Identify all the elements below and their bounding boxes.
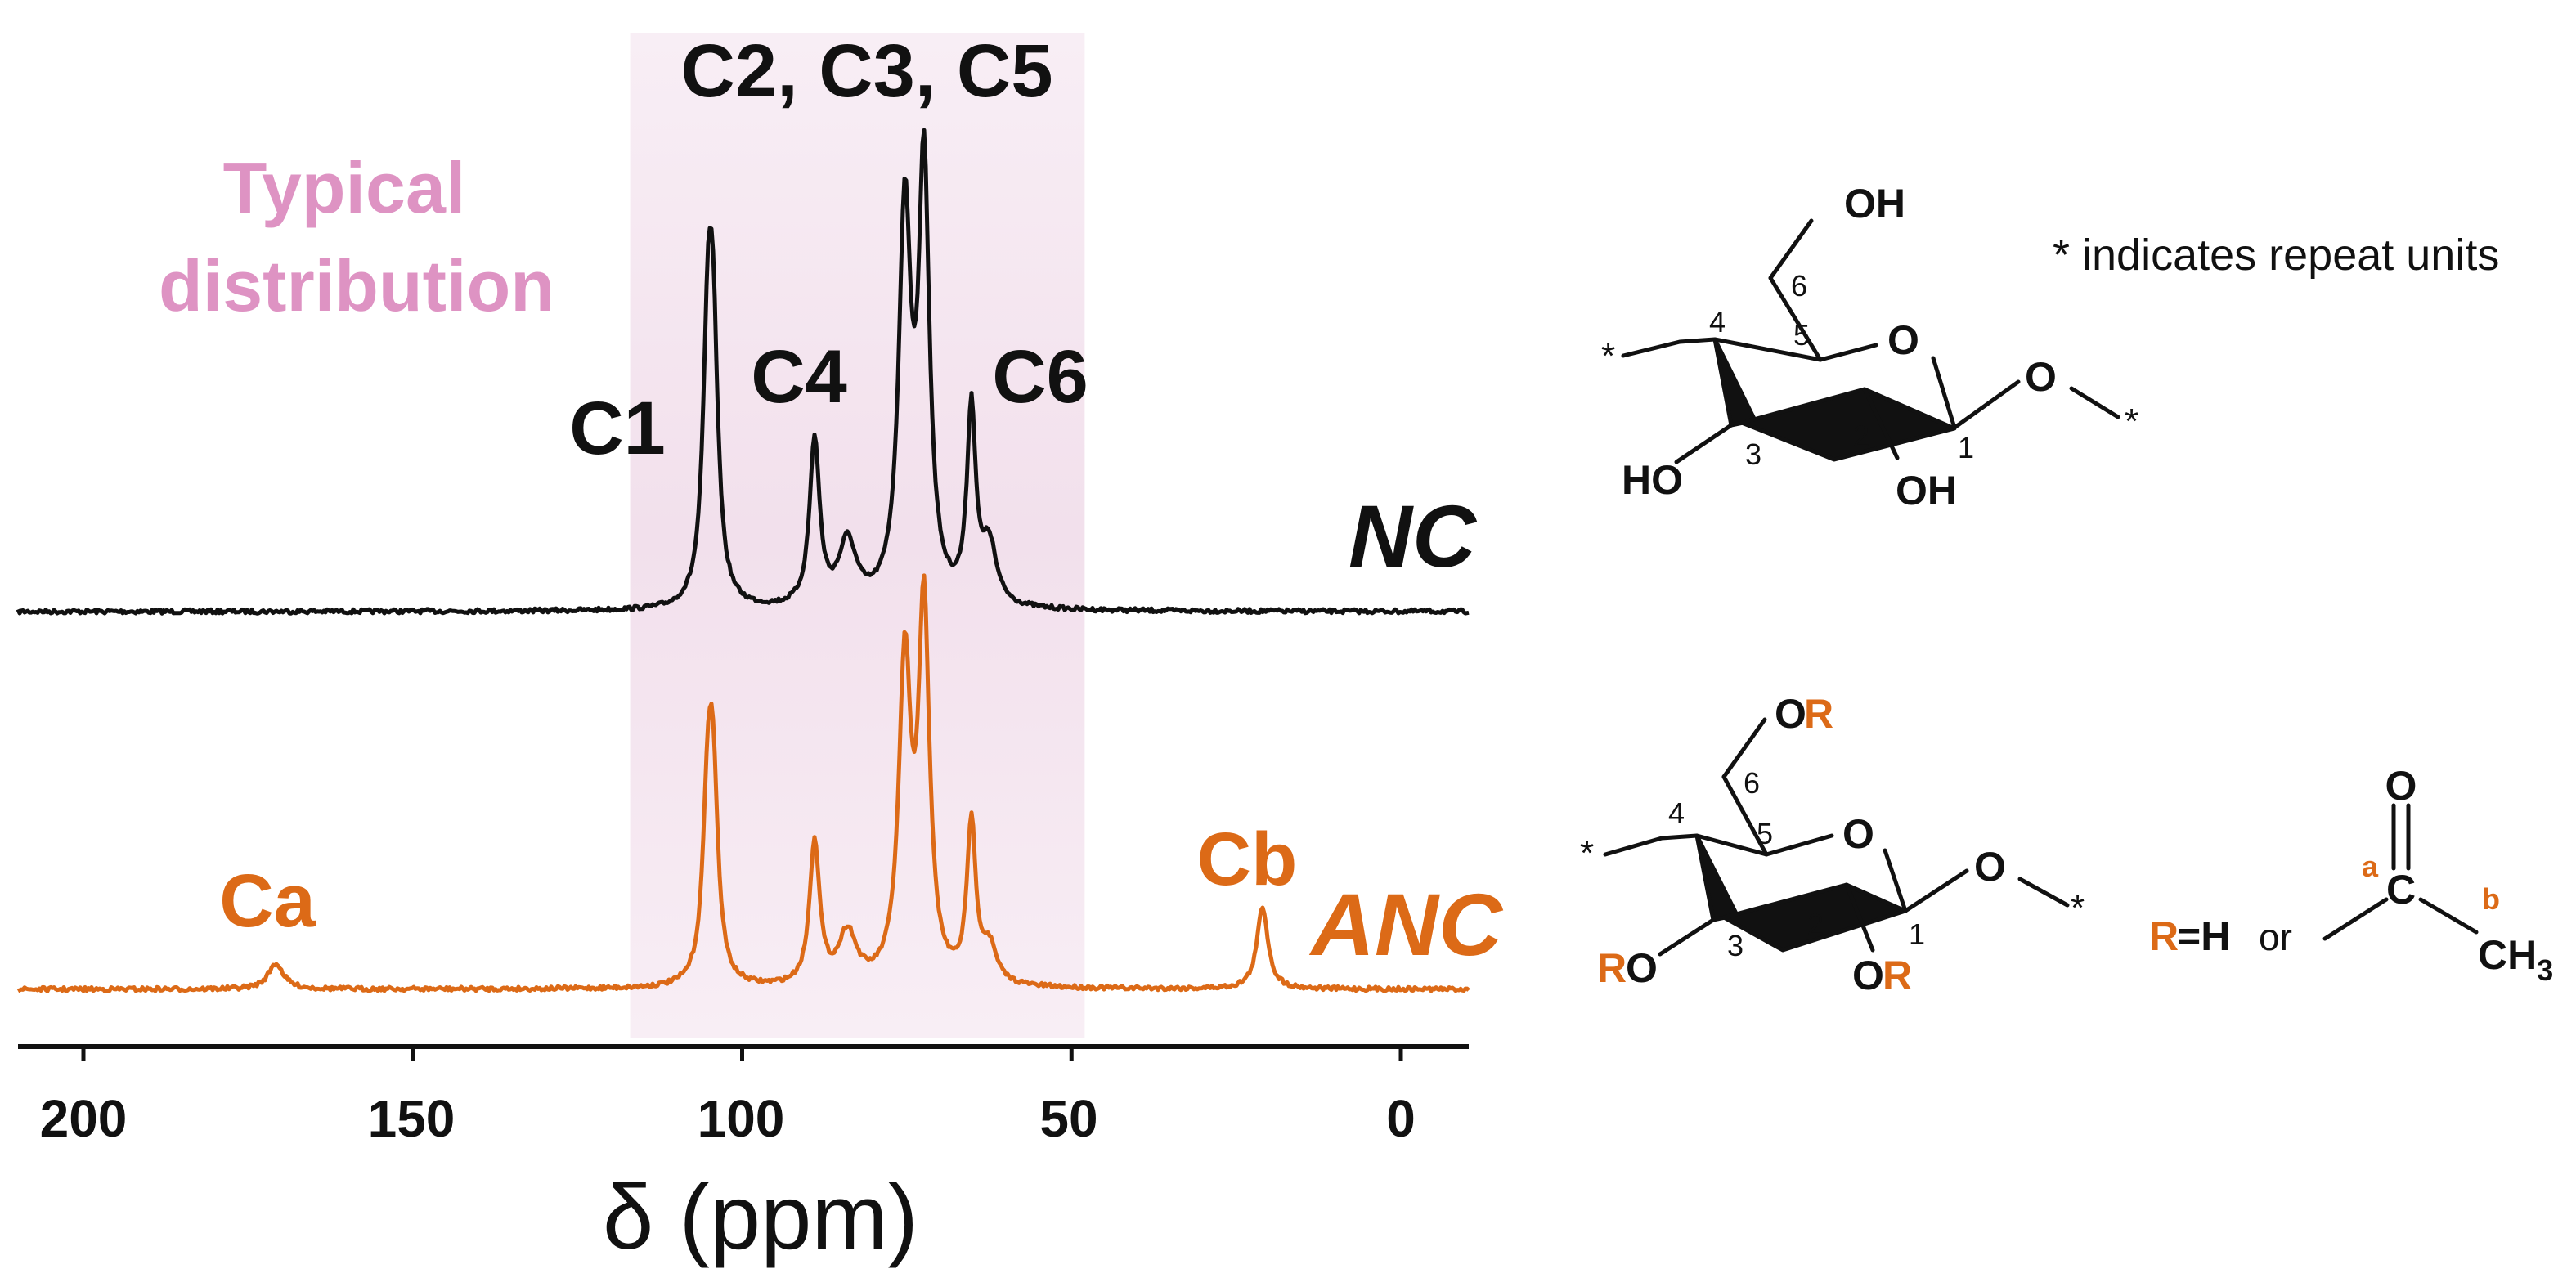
top-oh6: OH [1844, 181, 1905, 226]
bottom-star-left: * [1580, 833, 1594, 873]
trace-anc [16, 573, 1470, 993]
typical-distribution-band [630, 33, 1085, 1038]
shade-label-line2: distribution [159, 245, 554, 326]
trace-label-nc: NC [1349, 487, 1478, 585]
tick-label-50: 50 [1039, 1089, 1097, 1148]
bottom-o2: O [1852, 953, 1884, 998]
trace-label-anc: ANC [1308, 875, 1504, 974]
peak-label-cb: Cb [1197, 818, 1298, 901]
top-star-right: * [2125, 401, 2138, 442]
bottom-num-2: 2 [1807, 908, 1824, 941]
acetyl-carbonyl-o: O [2385, 763, 2417, 809]
peak-label-c6: C6 [992, 335, 1088, 419]
top-num-1: 1 [1958, 431, 1974, 464]
bottom-o3: O [1626, 945, 1658, 991]
structure-bottom [1603, 717, 2070, 957]
x-axis-ticks [81, 1047, 1403, 1061]
peak-label-c4: C4 [751, 335, 847, 419]
top-oh2: OH [1896, 468, 1957, 513]
peak-label-c235: C2, C3, C5 [680, 29, 1052, 113]
top-ring-o: O [1887, 317, 1919, 363]
bottom-o6: O [1775, 691, 1806, 737]
bottom-num-3: 3 [1727, 929, 1744, 962]
r-or: or [2259, 916, 2292, 958]
acetyl-carbon: C [2386, 867, 2416, 913]
bottom-link-o: O [1974, 844, 2006, 890]
bottom-r3: R [1597, 945, 1627, 991]
r-label: R [2149, 913, 2179, 959]
repeat-unit-note: * indicates repeat units [2053, 231, 2499, 280]
top-num-6: 6 [1791, 269, 1807, 303]
acetyl-a-label: a [2362, 850, 2379, 883]
top-ho3: HO [1622, 457, 1683, 503]
acetyl-ch: CH [2478, 932, 2537, 978]
bottom-num-5: 5 [1757, 817, 1773, 850]
bottom-r6: R [1804, 691, 1833, 737]
top-num-4: 4 [1709, 305, 1726, 339]
top-star-left: * [1601, 336, 1615, 376]
tick-label-100: 100 [698, 1089, 785, 1148]
shade-label-line1: Typical [223, 147, 466, 228]
acetyl-ch3-sub: 3 [2537, 953, 2553, 987]
acetyl-bonds [2322, 803, 2479, 941]
acetyl-ch3: CH3 [2478, 932, 2553, 987]
top-num-2: 2 [1853, 419, 1869, 453]
top-link-o: O [2025, 354, 2057, 400]
x-axis-title: δ (ppm) [603, 1166, 918, 1268]
bottom-r2: R [1883, 953, 1912, 998]
top-num-5: 5 [1793, 318, 1810, 352]
structure-top [1621, 218, 2120, 464]
tick-label-0: 0 [1386, 1089, 1416, 1148]
peak-label-c1: C1 [569, 387, 666, 470]
tick-label-150: 150 [368, 1089, 456, 1148]
bottom-num-6: 6 [1744, 766, 1760, 800]
bottom-num-1: 1 [1909, 917, 1925, 951]
tick-label-200: 200 [40, 1089, 128, 1148]
shaded-region [630, 33, 1085, 1038]
r-eq-h: =H [2177, 913, 2230, 959]
bottom-star-right: * [2071, 888, 2085, 928]
bottom-ring-o: O [1842, 811, 1874, 857]
peak-label-ca: Ca [219, 859, 316, 943]
trace-nc [16, 128, 1470, 616]
top-num-3: 3 [1745, 437, 1761, 471]
bottom-num-4: 4 [1668, 796, 1685, 830]
acetyl-b-label: b [2482, 882, 2500, 916]
